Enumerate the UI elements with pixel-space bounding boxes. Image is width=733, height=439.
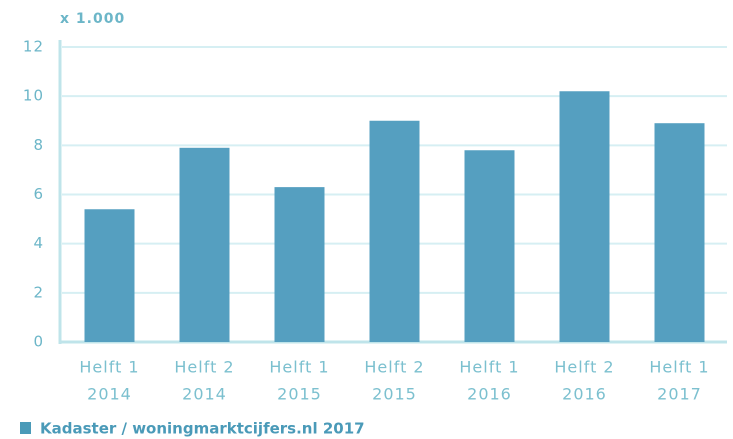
- source: Kadaster / woningmarktcijfers.nl 2017: [40, 420, 365, 438]
- y-tick-label: 2: [33, 283, 44, 301]
- x-tick-label: Helft 1: [269, 358, 329, 377]
- bar: [179, 147, 230, 342]
- source-icon: [20, 422, 31, 434]
- bar: [559, 91, 610, 342]
- y-axis-unit: x 1.000: [60, 11, 125, 27]
- bar: [84, 209, 135, 342]
- x-tick-label: Helft 2: [364, 358, 424, 377]
- x-tick-label: 2014: [87, 385, 132, 404]
- y-tick-label: 4: [33, 234, 44, 252]
- x-tick-label: Helft 1: [459, 358, 519, 377]
- bar: [654, 123, 705, 342]
- y-tick-label: 8: [33, 136, 44, 154]
- y-tick-label: 12: [23, 38, 44, 56]
- x-tick-label: Helft 2: [174, 358, 234, 377]
- y-tick-label: 10: [23, 87, 44, 105]
- bar: [369, 120, 420, 342]
- x-tick-label: 2017: [657, 385, 702, 404]
- x-tick-label: Helft 1: [79, 358, 139, 377]
- x-tick-label: Helft 2: [554, 358, 614, 377]
- y-tick-label: 6: [33, 185, 44, 203]
- x-tick-label: 2015: [277, 385, 322, 404]
- bar: [274, 187, 325, 342]
- x-tick-label: Helft 1: [649, 358, 709, 377]
- x-tick-label: 2014: [182, 385, 227, 404]
- x-tick-label: 2016: [467, 385, 512, 404]
- y-tick-label: 0: [33, 333, 44, 351]
- x-tick-label: 2016: [562, 385, 607, 404]
- x-tick-label: 2015: [372, 385, 417, 404]
- bar: [464, 150, 515, 342]
